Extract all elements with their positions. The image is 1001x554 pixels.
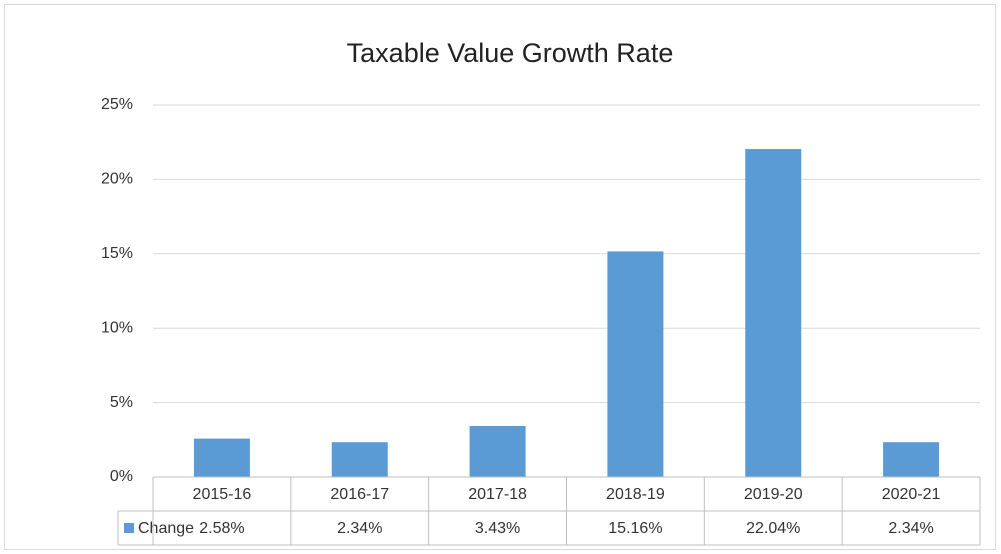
bar [331,442,388,477]
chart-title: Taxable Value Growth Rate [347,38,674,68]
y-tick-label: 0% [110,468,133,485]
table-value: 22.04% [746,520,800,537]
table-value: 15.16% [608,520,662,537]
bar [193,438,250,477]
x-tick-label: 2020-21 [882,486,941,503]
x-tick-label: 2018-19 [606,486,665,503]
y-tick-label: 10% [101,319,133,336]
bar [469,425,526,477]
table-value: 2.34% [888,520,933,537]
y-tick-label: 25% [101,96,133,113]
legend-swatch [124,523,134,533]
table-value: 3.43% [475,520,520,537]
bar [607,251,664,477]
y-tick-label: 5% [110,394,133,411]
x-tick-label: 2016-17 [330,486,389,503]
table-value: 2.58% [199,520,244,537]
x-tick-label: 2019-20 [744,486,803,503]
x-tick-label: 2017-18 [468,486,527,503]
y-tick-label: 20% [101,171,133,188]
legend-label: Change [138,520,194,537]
table-value: 2.34% [337,520,382,537]
x-tick-label: 2015-16 [193,486,252,503]
y-tick-label: 15% [101,245,133,262]
bar [883,442,940,477]
bar [745,149,802,477]
